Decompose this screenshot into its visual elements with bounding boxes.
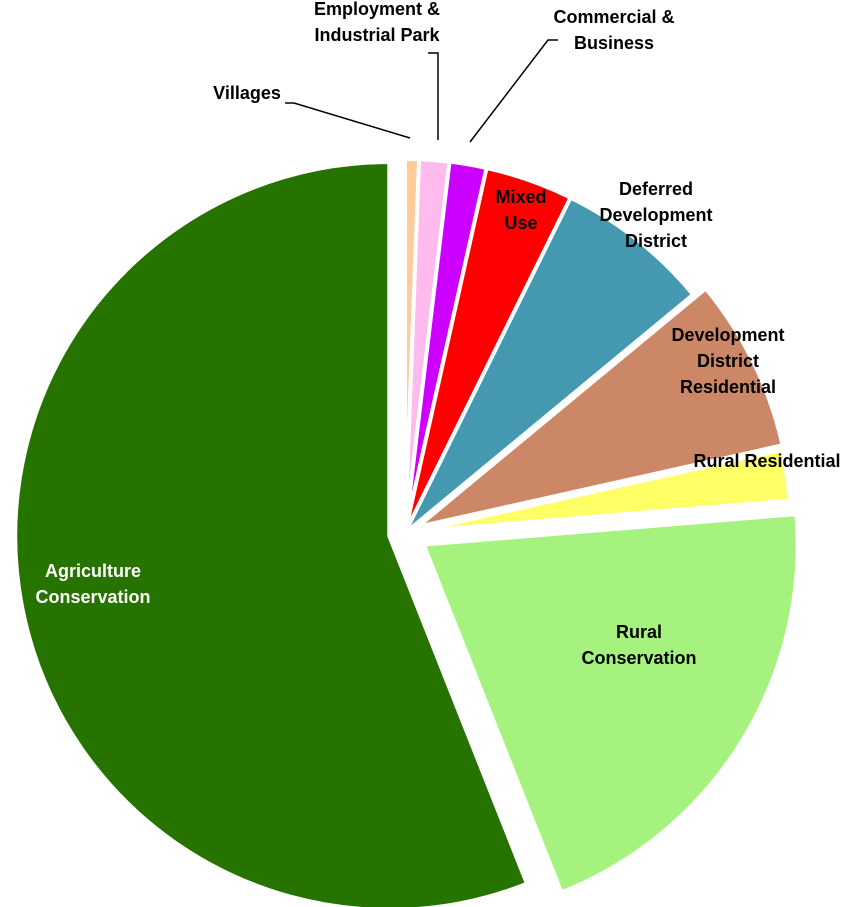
label-line: Villages <box>213 83 281 103</box>
label-line: Development <box>671 325 784 345</box>
label-rural-conservation: Rural Conservation <box>581 622 696 668</box>
label-line: Development <box>599 205 712 225</box>
label-line: Industrial Park <box>314 25 440 45</box>
callout-line-villages <box>285 102 411 139</box>
label-development-district-residential: Development District Residential <box>671 325 784 397</box>
label-employment-industrial-park: Employment & Industrial Park <box>314 0 441 45</box>
label-line: Employment & <box>314 0 440 19</box>
label-line: Deferred <box>619 179 693 199</box>
label-rural-residential: Rural Residential <box>693 451 840 471</box>
label-line: Commercial & <box>553 7 674 27</box>
slice-deferred-development-district <box>403 195 696 535</box>
callout-line-commercial-business <box>469 39 558 143</box>
label-line: Agriculture <box>45 561 141 581</box>
label-line: Mixed <box>495 187 546 207</box>
label-line: District <box>625 231 687 251</box>
callout-line-employment-industrial-park <box>428 52 439 140</box>
label-villages: Villages <box>213 83 281 103</box>
label-line: Rural Residential <box>693 451 840 471</box>
label-mixed-use: Mixed Use <box>495 187 546 233</box>
label-agriculture-conservation: Agriculture Conservation <box>35 561 150 607</box>
label-line: Conservation <box>581 648 696 668</box>
label-commercial-business: Commercial & Business <box>553 7 674 53</box>
slice-development-district-residential <box>415 286 785 529</box>
label-line: Use <box>504 213 537 233</box>
label-line: District <box>697 351 759 371</box>
slice-rural-conservation <box>421 512 800 895</box>
slice-labels: Villages Employment & Industrial Park Comme… <box>35 0 840 668</box>
label-line: Rural <box>616 622 662 642</box>
slice-rural-residential <box>414 447 792 534</box>
label-deferred-development-district: Deferred Development District <box>599 179 712 251</box>
slice-agriculture-conservation <box>13 159 529 907</box>
pie-slices <box>13 157 800 907</box>
label-line: Residential <box>680 377 776 397</box>
callout-lines <box>285 39 558 143</box>
label-line: Conservation <box>35 587 150 607</box>
label-line: Business <box>574 33 654 53</box>
